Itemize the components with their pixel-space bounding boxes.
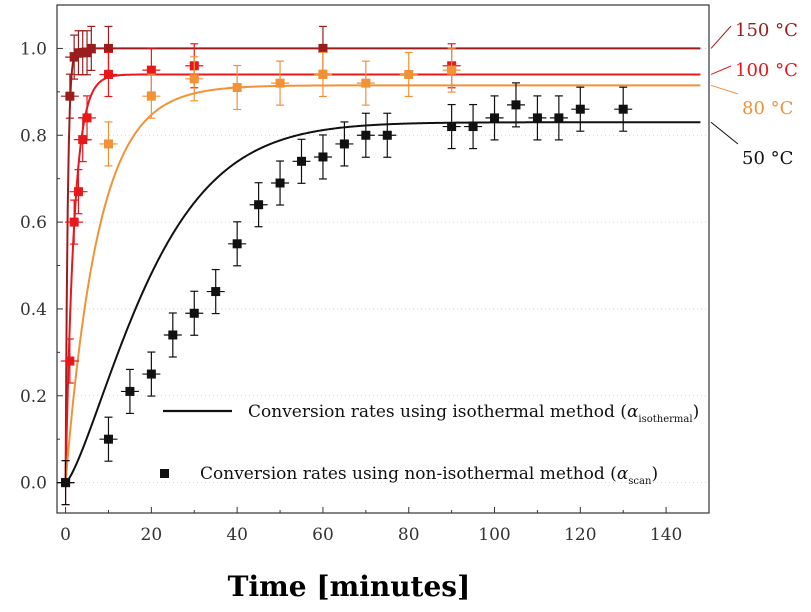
series-100c-points bbox=[60, 43, 461, 384]
x-tick-label: 40 bbox=[226, 525, 248, 545]
data-point bbox=[211, 287, 221, 297]
series-label-100c: 100 °C bbox=[735, 60, 798, 81]
data-point bbox=[65, 356, 75, 366]
data-point bbox=[490, 113, 500, 123]
data-point bbox=[447, 65, 457, 75]
series-label-leader bbox=[710, 84, 739, 95]
data-point bbox=[532, 113, 542, 123]
data-point bbox=[189, 308, 199, 318]
data-point bbox=[146, 369, 156, 379]
data-point bbox=[73, 187, 83, 197]
data-point bbox=[511, 100, 521, 110]
data-point bbox=[361, 78, 371, 88]
x-tick-label: 60 bbox=[312, 525, 334, 545]
fit-curve-150c bbox=[64, 47, 701, 483]
x-tick-label: 100 bbox=[478, 525, 510, 545]
data-point bbox=[125, 386, 135, 396]
legend-marker-label: Conversion rates using non-isothermal me… bbox=[200, 464, 658, 487]
data-point bbox=[318, 43, 328, 53]
x-tick-label: 0 bbox=[60, 525, 71, 545]
data-point bbox=[275, 78, 285, 88]
data-point bbox=[297, 156, 306, 166]
data-point bbox=[382, 130, 392, 140]
y-tick-label: 0.4 bbox=[20, 300, 47, 320]
data-point bbox=[575, 104, 585, 114]
data-point bbox=[146, 91, 156, 101]
data-point bbox=[254, 200, 264, 210]
series-label-80c: 80 °C bbox=[742, 98, 793, 119]
data-point bbox=[318, 152, 328, 162]
data-point bbox=[103, 43, 113, 53]
data-point bbox=[468, 122, 478, 132]
data-point bbox=[78, 135, 88, 145]
data-points bbox=[56, 25, 633, 506]
series-label-leader bbox=[710, 25, 732, 49]
data-point bbox=[146, 65, 156, 75]
x-axis-title: Time [minutes] bbox=[228, 570, 471, 603]
legend-marker-swatch bbox=[160, 469, 169, 478]
data-point bbox=[82, 113, 92, 123]
data-point bbox=[103, 434, 113, 444]
data-point bbox=[554, 113, 564, 123]
y-axis-ticks: 0.0 0.2 0.4 0.6 0.8 1.0 bbox=[20, 39, 63, 494]
series-80c-points bbox=[99, 47, 461, 167]
series-50c-points bbox=[56, 82, 633, 506]
data-point bbox=[275, 178, 285, 188]
data-point bbox=[103, 69, 113, 79]
y-tick-label: 0.2 bbox=[20, 387, 47, 407]
x-tick-label: 20 bbox=[141, 525, 163, 545]
legend-line-label: Conversion rates using isothermal method… bbox=[248, 402, 699, 425]
data-point bbox=[361, 130, 371, 140]
series-label-leader bbox=[710, 65, 732, 75]
fit-curve-100c bbox=[64, 73, 701, 483]
y-tick-label: 1.0 bbox=[20, 39, 47, 59]
data-point bbox=[232, 82, 242, 92]
data-point bbox=[618, 104, 628, 114]
y-tick-label: 0.0 bbox=[20, 474, 47, 494]
data-point bbox=[339, 139, 349, 149]
x-axis-ticks: 0 20 40 60 80 100 120 140 bbox=[60, 507, 682, 545]
x-tick-label: 80 bbox=[398, 525, 420, 545]
data-point bbox=[232, 239, 242, 249]
fit-curve-80c bbox=[64, 84, 701, 483]
data-point bbox=[447, 122, 457, 132]
data-point bbox=[103, 139, 113, 149]
series-labels: 150 °C 100 °C 80 °C 50 °C bbox=[710, 20, 798, 169]
plot-frame bbox=[56, 4, 710, 514]
data-point bbox=[69, 217, 79, 227]
data-point bbox=[65, 91, 75, 101]
fit-curve-50c bbox=[64, 121, 701, 484]
y-tick-label: 0.6 bbox=[20, 213, 47, 233]
data-point bbox=[404, 69, 414, 79]
data-point bbox=[168, 330, 178, 340]
x-tick-label: 140 bbox=[650, 525, 682, 545]
y-tick-label: 0.8 bbox=[20, 126, 47, 146]
data-point bbox=[61, 478, 71, 488]
legend: Conversion rates using isothermal method… bbox=[160, 402, 699, 487]
data-point bbox=[189, 74, 199, 84]
x-tick-label: 120 bbox=[564, 525, 596, 545]
series-label-50c: 50 °C bbox=[742, 148, 793, 169]
series-label-leader bbox=[710, 121, 739, 145]
data-point bbox=[318, 69, 328, 79]
series-label-150c: 150 °C bbox=[735, 20, 798, 41]
fit-curves bbox=[64, 47, 701, 484]
data-point bbox=[86, 43, 96, 53]
